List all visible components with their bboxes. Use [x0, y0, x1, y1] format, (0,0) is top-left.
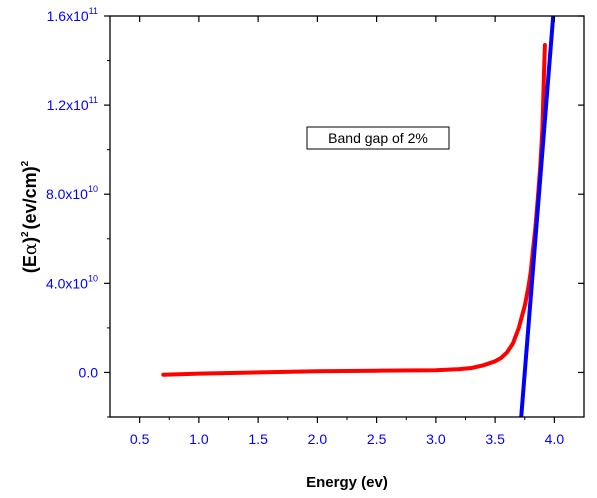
- y-label-exponent-2: 2: [20, 160, 31, 166]
- y-tick-label: 1.6x1011: [47, 6, 98, 24]
- x-axis-label: Energy (ev): [306, 474, 388, 491]
- y-tick-label: 4.0x1010: [46, 273, 98, 291]
- y-tick-exponent: 10: [88, 184, 98, 194]
- y-tick-mantissa: 1.6x10: [47, 8, 89, 24]
- y-label-open: (E: [20, 255, 40, 273]
- y-label-alpha: α: [20, 243, 41, 255]
- y-tick-mantissa: 8.0x10: [46, 186, 88, 202]
- linear-fit-blue: [519, 16, 556, 417]
- y-tick-exponent: 10: [88, 273, 98, 283]
- y-tick-label: 1.2x1011: [47, 95, 98, 113]
- x-tick-labels: 0.5 1.0 1.5 2.0 2.5 3.0 3.5 4.0: [130, 431, 564, 447]
- annotation-border: [306, 126, 450, 150]
- y-tick-label: 0.0: [79, 364, 99, 380]
- y-tick-mantissa: 0.0: [79, 364, 99, 380]
- y-tick-exponent: 11: [89, 6, 98, 16]
- annotation-text: Band gap of 2%: [328, 130, 428, 146]
- x-tick-label: 0.5: [130, 431, 150, 447]
- x-tick-label: 4.0: [545, 431, 565, 447]
- x-tick-label: 1.5: [248, 431, 268, 447]
- series-group: [161, 16, 556, 417]
- y-tick-exponent: 11: [89, 95, 98, 105]
- y-label-unit: (ev/cm): [20, 166, 40, 229]
- y-axis-label: (Eα)2(ev/cm)2: [20, 160, 41, 273]
- y-label-close: ): [20, 237, 40, 243]
- plot-lines: [161, 16, 556, 417]
- x-tick-label: 3.5: [485, 431, 505, 447]
- y-label-exponent-1: 2: [20, 231, 31, 237]
- y-tick-mantissa: 1.2x10: [47, 97, 89, 113]
- x-tick-label: 2.5: [367, 431, 387, 447]
- y-tick-mantissa: 4.0x10: [46, 275, 88, 291]
- annotation-box: Band gap of 2%: [306, 126, 450, 150]
- y-tick-label: 8.0x1010: [46, 184, 98, 202]
- axis-ticks: [104, 15, 584, 423]
- x-tick-label: 3.0: [426, 431, 446, 447]
- x-tick-label: 1.0: [189, 431, 209, 447]
- x-tick-label: 2.0: [308, 431, 328, 447]
